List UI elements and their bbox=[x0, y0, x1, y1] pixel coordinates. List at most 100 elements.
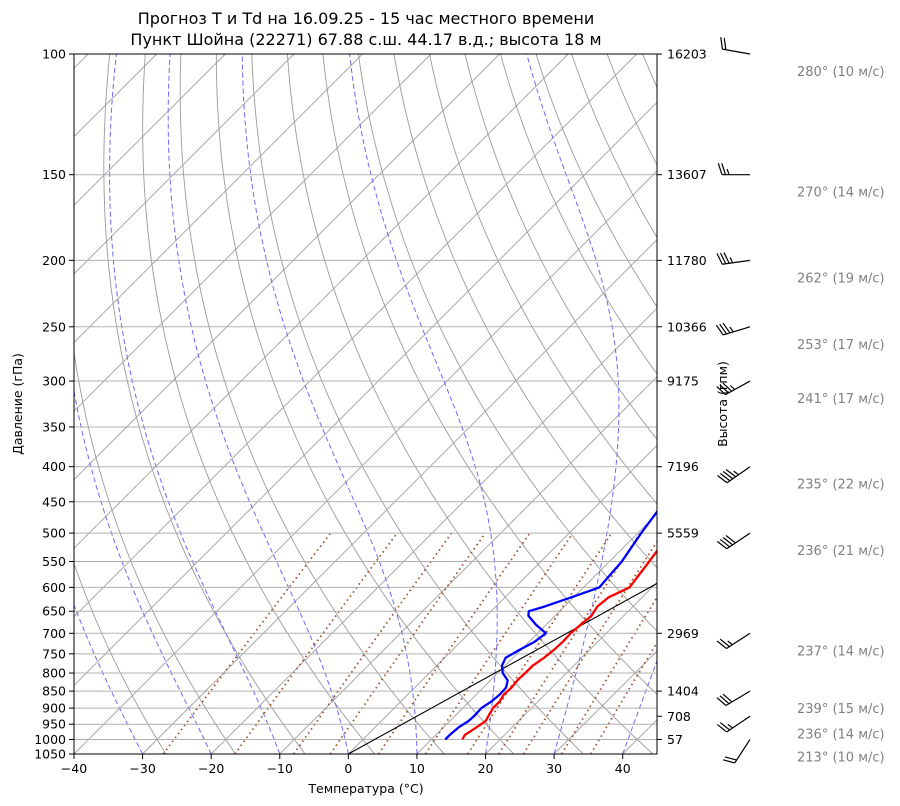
barb-feather bbox=[719, 722, 731, 731]
wind-barb bbox=[716, 380, 751, 396]
height-tick-label: 5559 bbox=[667, 526, 699, 541]
barb-feather bbox=[725, 469, 737, 478]
moist-adiabat bbox=[349, 54, 498, 754]
height-tick-label: 1404 bbox=[667, 684, 699, 699]
isotherm-line bbox=[210, 307, 657, 754]
dry-adiabat bbox=[74, 54, 236, 754]
barb-feather bbox=[719, 538, 731, 548]
x-tick-label: 10 bbox=[409, 761, 425, 776]
barb-feather bbox=[716, 253, 723, 265]
wind-barb-label: 235° (22 м/с) bbox=[797, 478, 885, 493]
height-axis-label: Высота (гпм) bbox=[715, 361, 730, 447]
wind-barb-label: 213° (10 м/с) bbox=[797, 750, 885, 765]
x-tick-label: 20 bbox=[478, 761, 494, 776]
y-tick-label: 750 bbox=[42, 646, 66, 661]
wind-barb bbox=[716, 690, 751, 707]
barb-feather bbox=[724, 756, 737, 761]
barb-feather bbox=[727, 640, 733, 646]
barb-feather bbox=[729, 257, 734, 264]
barb-feather bbox=[722, 693, 733, 703]
wind-barb-label: 239° (15 м/с) bbox=[797, 702, 885, 717]
x-tick-label: −10 bbox=[267, 761, 293, 776]
chart-title: Прогноз T и Td на 16.09.25 - 15 час мест… bbox=[138, 9, 594, 28]
dry-adiabat bbox=[429, 54, 657, 505]
mixing-ratio-line bbox=[293, 532, 453, 754]
wind-barb-label: 253° (17 м/с) bbox=[797, 338, 885, 353]
barb-staff bbox=[722, 259, 751, 265]
moist-adiabat bbox=[74, 603, 144, 754]
y-tick-label: 600 bbox=[42, 580, 66, 595]
barb-feather bbox=[726, 168, 730, 175]
barb-feather bbox=[733, 470, 739, 476]
y-tick-label: 550 bbox=[42, 554, 66, 569]
dry-adiabat bbox=[251, 54, 584, 754]
dry-adiabat bbox=[286, 54, 654, 754]
y-tick-label: 350 bbox=[42, 419, 66, 434]
barb-feather bbox=[716, 724, 728, 733]
wind-barb-label: 237° (14 м/с) bbox=[797, 644, 885, 659]
thermo-background bbox=[74, 54, 657, 754]
y-tick-label: 400 bbox=[42, 459, 66, 474]
reference-line bbox=[348, 582, 657, 754]
height-tick-label: 7196 bbox=[667, 459, 699, 474]
barb-feather bbox=[719, 384, 729, 394]
barb-feather bbox=[716, 697, 727, 706]
x-tick-label: −20 bbox=[198, 761, 224, 776]
x-axis: −40 −30 −20 −10 0 10 20 30 40 bbox=[61, 754, 631, 776]
mixing-ratio-line bbox=[522, 540, 657, 754]
barb-staff bbox=[734, 739, 751, 764]
barb-feather bbox=[717, 475, 728, 484]
barb-staff bbox=[725, 380, 751, 396]
y-tick-label: 300 bbox=[42, 374, 66, 389]
temperature-line bbox=[461, 548, 657, 741]
mixing-ratio-line bbox=[377, 532, 531, 754]
isotherm-line bbox=[74, 54, 432, 412]
wind-barb bbox=[715, 322, 751, 336]
height-tick-label: 10366 bbox=[667, 319, 707, 334]
barb-staff bbox=[722, 48, 751, 55]
barb-feather bbox=[722, 322, 731, 334]
height-tick-label: 16203 bbox=[667, 47, 707, 62]
y-tick-label: 700 bbox=[42, 626, 66, 641]
isotherm-line bbox=[416, 513, 657, 754]
height-tick-label: 2969 bbox=[667, 626, 699, 641]
barb-feather bbox=[717, 163, 723, 175]
dry-adiabat bbox=[215, 54, 515, 754]
barb-feather bbox=[719, 323, 728, 335]
wind-barb bbox=[717, 466, 751, 484]
wind-barb bbox=[720, 37, 751, 55]
dry-adiabat bbox=[103, 54, 306, 754]
barb-feather bbox=[723, 37, 727, 50]
barb-feather bbox=[722, 382, 733, 392]
dry-adiabat bbox=[179, 54, 445, 754]
dry-adiabat bbox=[500, 54, 657, 375]
y-tick-label: 200 bbox=[42, 253, 66, 268]
y-axis: 100 150 200 250 300 350 400 450 500 550 600 650 700 7… bbox=[34, 47, 74, 762]
barb-feather bbox=[723, 252, 730, 264]
y-tick-label: 800 bbox=[42, 666, 66, 681]
barb-feather bbox=[729, 326, 734, 333]
y-tick-label: 1050 bbox=[34, 747, 66, 762]
x-tick-label: −40 bbox=[61, 761, 87, 776]
barb-feather bbox=[719, 252, 727, 265]
mixing-ratio-line bbox=[329, 532, 487, 754]
barb-feather bbox=[716, 640, 727, 650]
isotherm-line bbox=[348, 444, 657, 754]
moist-adiabat bbox=[622, 659, 657, 754]
barb-staff bbox=[726, 632, 751, 650]
dry-adiabat bbox=[464, 54, 657, 441]
barb-staff bbox=[726, 715, 751, 733]
moist-adiabat bbox=[109, 54, 281, 754]
isotherm-line bbox=[74, 170, 657, 754]
x-tick-label: 40 bbox=[615, 761, 631, 776]
moist-adiabat bbox=[241, 54, 418, 754]
moist-adiabat bbox=[167, 54, 349, 754]
wind-barb-label: 280° (10 м/с) bbox=[797, 65, 885, 80]
isotherm-line bbox=[74, 54, 569, 549]
wind-barb-label: 236° (14 м/с) bbox=[797, 727, 885, 742]
mixing-ratio-line bbox=[162, 532, 332, 754]
y-tick-label: 450 bbox=[42, 494, 66, 509]
height-tick-label: 9175 bbox=[667, 374, 699, 389]
y-tick-label: 950 bbox=[42, 717, 66, 732]
barb-feather bbox=[721, 163, 727, 175]
